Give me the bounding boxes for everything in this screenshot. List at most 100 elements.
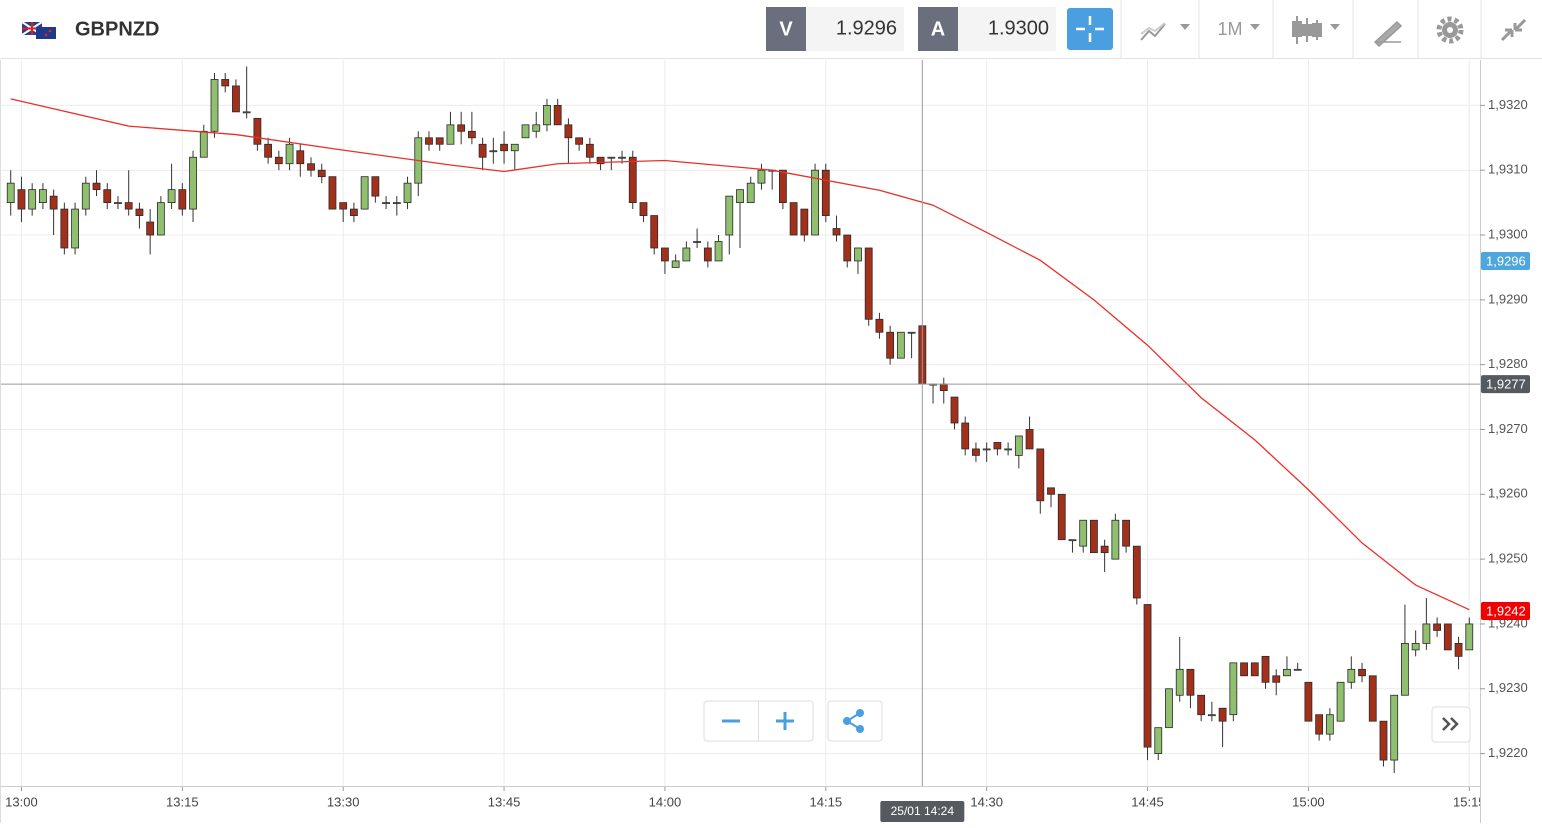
bid-box xyxy=(806,7,904,51)
y-tick-label: 1,9260 xyxy=(1488,486,1528,501)
candle-body xyxy=(811,169,819,236)
candle-body xyxy=(1154,727,1163,754)
candle-body xyxy=(661,247,669,262)
candle-body xyxy=(1165,688,1173,729)
zoom-controls xyxy=(703,700,1471,743)
symbol: GBPNZD xyxy=(75,18,159,40)
candle-body xyxy=(1240,662,1248,677)
candle-body xyxy=(757,169,766,184)
candle-body xyxy=(972,448,980,456)
candle-body xyxy=(1465,623,1474,651)
candle-body xyxy=(60,208,69,249)
candle-body xyxy=(210,79,219,132)
candle-body xyxy=(628,156,637,204)
candle-body xyxy=(778,169,787,204)
candle-body xyxy=(435,137,444,145)
price-tag-label: 1,9296 xyxy=(1486,253,1526,268)
candle-body xyxy=(1100,545,1109,554)
settings-button[interactable] xyxy=(1436,16,1464,44)
candle-body xyxy=(553,104,562,126)
candle-body xyxy=(457,124,466,132)
candle-body xyxy=(671,260,680,268)
crosshair-button[interactable] xyxy=(1067,8,1113,50)
candle-body xyxy=(71,208,79,249)
candle-body xyxy=(1175,668,1184,696)
y-tick-label: 1,9250 xyxy=(1488,551,1528,566)
draw-button[interactable] xyxy=(1373,20,1403,48)
y-tick-label: 1,9320 xyxy=(1488,97,1528,112)
candle-body xyxy=(500,143,508,152)
candle-body xyxy=(360,176,369,210)
candle-body xyxy=(317,169,326,178)
candle-body xyxy=(328,176,337,210)
candle-body xyxy=(156,202,165,236)
candle-body xyxy=(1047,487,1055,495)
candle-type-button[interactable] xyxy=(1292,16,1340,44)
candle-body xyxy=(1325,714,1334,735)
timeframe[interactable]: 1M xyxy=(1217,19,1242,39)
candle-body xyxy=(618,156,626,159)
candle-body xyxy=(832,228,841,236)
candle-body xyxy=(1336,681,1345,722)
candle-body xyxy=(1454,642,1463,657)
candle-body xyxy=(178,189,187,210)
candle-body xyxy=(1368,675,1377,722)
price-tag xyxy=(1481,601,1530,620)
candle-body xyxy=(789,202,798,236)
scroll-end-button[interactable] xyxy=(1431,706,1471,743)
candle-body xyxy=(1358,668,1366,677)
candle-body xyxy=(38,189,47,204)
x-tick-label: 14:45 xyxy=(1131,794,1164,809)
candle-body xyxy=(950,396,959,424)
candle-body xyxy=(1315,714,1324,735)
candle-body xyxy=(81,182,90,210)
collapse-button[interactable] xyxy=(1500,18,1527,42)
zoom-in[interactable] xyxy=(776,712,794,730)
candle-body xyxy=(564,124,573,139)
candle-body xyxy=(961,422,970,450)
candle-body xyxy=(382,202,390,205)
candle-body xyxy=(339,202,348,210)
candle-body xyxy=(242,111,251,114)
x-tick-label: 14:30 xyxy=(970,794,1003,809)
candle-body xyxy=(92,182,101,191)
ask-value: 1.9300 xyxy=(988,17,1049,39)
plot-area: 13:00 13:15 13:30 13:45 14:00 14:15 14:30 14:45… xyxy=(0,60,1542,823)
candle-body xyxy=(650,215,659,249)
candle-body xyxy=(575,137,584,145)
candle-body xyxy=(821,169,830,216)
candle-body xyxy=(854,247,862,262)
bid-button[interactable] xyxy=(766,7,806,51)
candle-body xyxy=(28,189,37,210)
candle-body xyxy=(682,247,691,262)
candle-body xyxy=(607,156,616,159)
candle-body xyxy=(543,104,551,126)
candle-body xyxy=(639,202,648,216)
ask-button[interactable] xyxy=(918,7,958,51)
candle-body xyxy=(489,150,498,153)
candle-body xyxy=(1079,519,1088,547)
separators xyxy=(1120,0,1482,58)
share-button[interactable] xyxy=(827,700,883,742)
candle-body xyxy=(285,143,294,165)
timeframe-caret xyxy=(1250,24,1260,30)
price-tag-label: 1,9242 xyxy=(1486,603,1526,618)
header: GBPNZD V 1.9296 A 1.9300 1M xyxy=(0,0,1542,59)
chart-type-button[interactable] xyxy=(1140,22,1190,41)
crosshair-x-tag xyxy=(880,801,965,822)
candle-body xyxy=(135,208,144,216)
candle-body xyxy=(274,156,283,165)
crosshair-y-label: 1,9277 xyxy=(1486,377,1526,392)
candle-body xyxy=(1218,707,1227,722)
candle-body xyxy=(1379,720,1388,761)
scroll-end-icon xyxy=(1442,717,1459,731)
candle-body xyxy=(746,182,755,204)
y-tick-label: 1,9280 xyxy=(1488,356,1528,371)
candle-body xyxy=(1186,668,1195,696)
candle-body xyxy=(1143,604,1152,748)
candle-body xyxy=(1272,675,1281,683)
candle-body xyxy=(1057,493,1066,541)
candle-body xyxy=(103,189,112,204)
candle-body xyxy=(725,195,734,236)
candle-body xyxy=(114,202,122,205)
